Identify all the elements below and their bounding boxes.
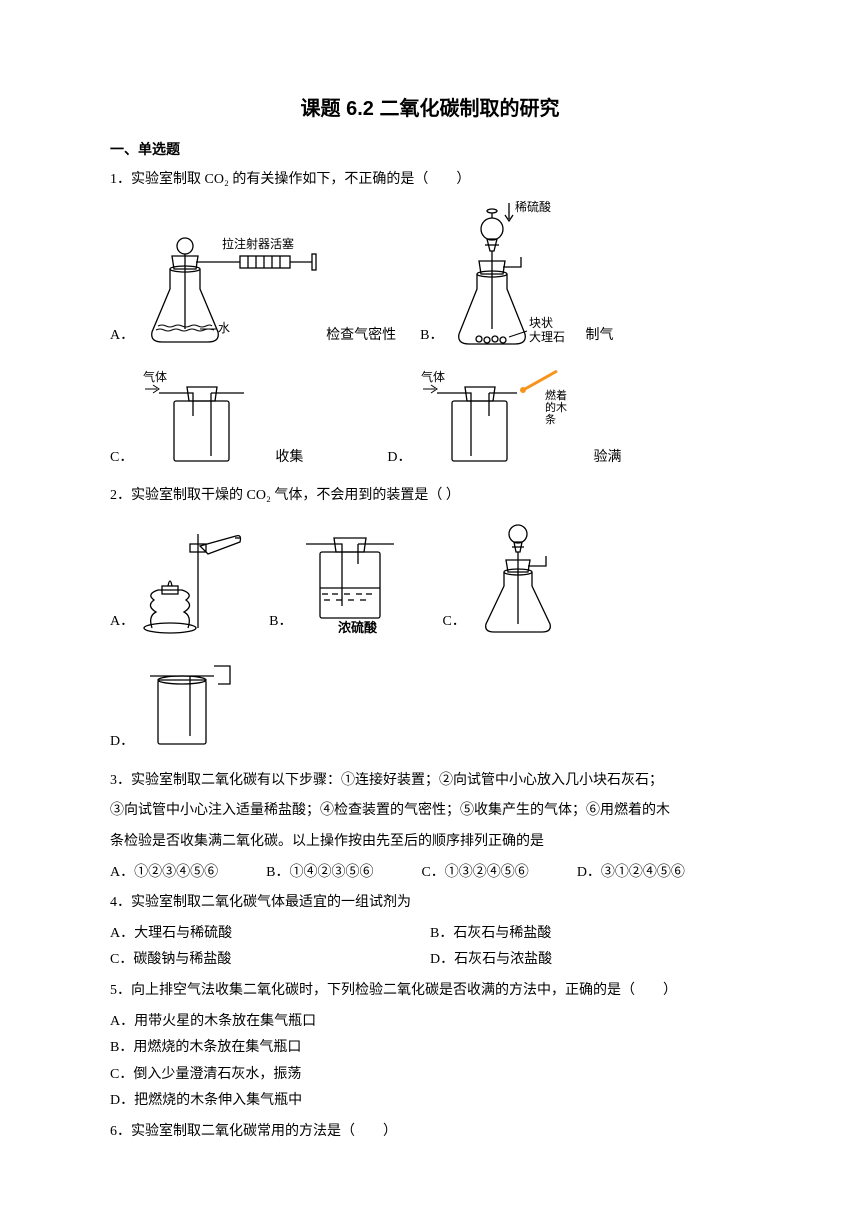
page-title: 课题 6.2 二氧化碳制取的研究	[110, 90, 750, 128]
question-3-l1: 3．实验室制取二氧化碳有以下步骤：①连接好装置；②向试管中小心放入几小块石灰石；	[110, 768, 750, 795]
q3-opt-b: B．①④②③⑤⑥	[266, 860, 373, 887]
question-3-l3: 条检验是否收集满二氧化碳。以上操作按由先至后的顺序排列正确的是	[110, 829, 750, 856]
q3-opt-a: A．①②③④⑤⑥	[110, 860, 218, 887]
label-gas-c: 气体	[143, 369, 167, 384]
q2-opt-d-letter: D．	[110, 729, 134, 756]
q2-opt-a-letter: A．	[110, 609, 134, 636]
question-6-stem: 6．实验室制取二氧化碳常用的方法是（ ）	[110, 1119, 750, 1146]
q2-figure-a	[140, 516, 245, 636]
q4-opt-a: A．大理石与稀硫酸	[110, 921, 430, 948]
q1-opt-a-letter: A．	[110, 323, 134, 350]
q5-opt-b: B．用燃烧的木条放在集气瓶口	[110, 1035, 750, 1062]
label-marble2: 大理石	[529, 330, 565, 344]
question-4-stem: 4．实验室制取二氧化碳气体最适宜的一组试剂为	[110, 890, 750, 917]
label-stick2: 的木	[545, 400, 567, 414]
question-2-options: A． B．	[110, 516, 750, 756]
q1-figure-b: 稀硫酸 块状 大理石	[449, 199, 579, 349]
q5-opt-d: D．把燃烧的木条伸入集气瓶中	[110, 1088, 750, 1115]
question-2-stem: 2．实验室制取干燥的 CO₂ 气体，不会用到的装置是（ ）	[110, 483, 750, 510]
q2-opt-c-letter: C．	[442, 609, 465, 636]
question-3-l2: ③向试管中小心注入适量稀盐酸；④检查装置的气密性；⑤收集产生的气体；⑥用燃着的木	[110, 798, 750, 825]
q3-opt-d: D．③①②④⑤⑥	[577, 860, 685, 887]
label-h2so4: 浓硫酸	[338, 620, 378, 635]
q1-opt-c-label: 收集	[275, 445, 303, 472]
q1-opt-b-label: 制气	[585, 323, 613, 350]
q1-opt-b-letter: B．	[420, 323, 443, 350]
q4-opt-d: D．石灰石与浓盐酸	[430, 947, 750, 974]
label-stick1: 燃着	[545, 388, 567, 402]
q1-figure-d: 气体 燃着 的木 条	[417, 361, 587, 471]
label-syringe: 拉注射器活塞	[222, 236, 294, 251]
q1-opt-a-label: 检查气密性	[326, 323, 396, 350]
q2-figure-d	[140, 636, 245, 756]
q1-figure-a: 拉注射器活塞 水	[140, 234, 320, 349]
q1-opt-d-letter: D．	[387, 445, 411, 472]
q4-opt-b: B．石灰石与稀盐酸	[430, 921, 750, 948]
question-1-stem: 1．实验室制取 CO₂ 的有关操作如下，不正确的是（ ）	[110, 167, 750, 194]
q2-opt-b-letter: B．	[269, 609, 292, 636]
question-3-options: A．①②③④⑤⑥ B．①④②③⑤⑥ C．①③②④⑤⑥ D．③①②④⑤⑥	[110, 860, 750, 887]
q1-opt-d-label: 验满	[593, 445, 621, 472]
q1-figure-c: 气体	[139, 361, 269, 471]
label-gas-d: 气体	[421, 369, 445, 384]
q3-opt-c: C．①③②④⑤⑥	[421, 860, 528, 887]
label-marble1: 块状	[529, 316, 553, 330]
label-water: 水	[218, 321, 230, 335]
q4-opt-c: C．碳酸钠与稀盐酸	[110, 947, 430, 974]
question-1-options-row2: C． 气体 收集 D．	[110, 361, 750, 471]
q5-opt-c: C．倒入少量澄清石灰水，振荡	[110, 1062, 750, 1089]
label-stick3: 条	[545, 412, 556, 426]
question-1-options-row1: A．	[110, 199, 750, 349]
label-acid: 稀硫酸	[515, 199, 551, 214]
question-5-stem: 5．向上排空气法收集二氧化碳时，下列检验二氧化碳是否收满的方法中，正确的是（ ）	[110, 978, 750, 1005]
question-4-options: A．大理石与稀硫酸 B．石灰石与稀盐酸 C．碳酸钠与稀盐酸 D．石灰石与浓盐酸	[110, 921, 750, 974]
q2-figure-c	[472, 516, 577, 636]
q5-opt-a: A．用带火星的木条放在集气瓶口	[110, 1009, 750, 1036]
section-heading: 一、单选题	[110, 136, 750, 163]
q1-opt-c-letter: C．	[110, 445, 133, 472]
q2-figure-b: 浓硫酸	[298, 516, 418, 636]
